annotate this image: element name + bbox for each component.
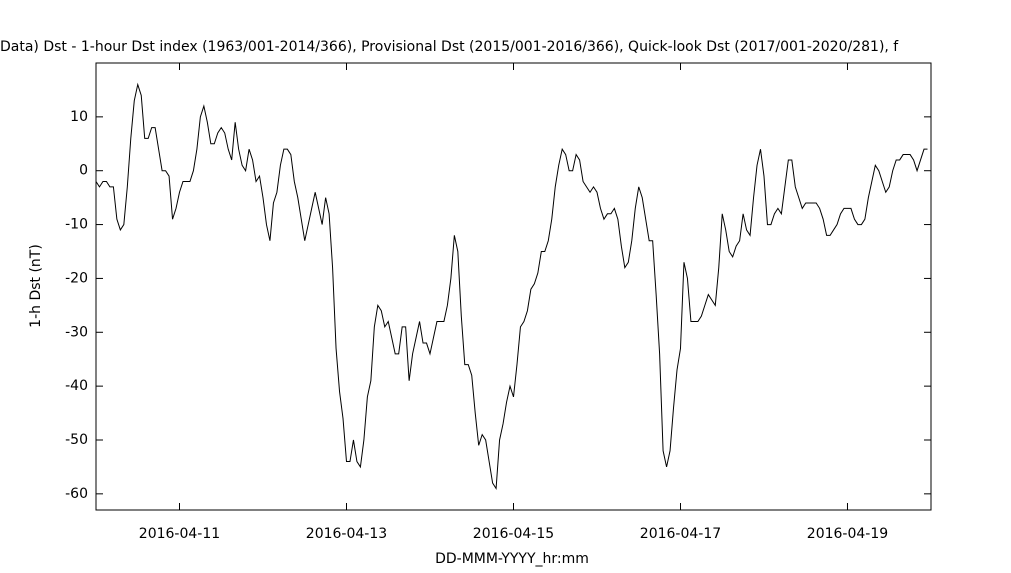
y-axis-label: 1-h Dst (nT)	[28, 244, 44, 328]
y-tick-label: -10	[65, 217, 88, 233]
y-tick-label: -30	[65, 324, 88, 340]
data-line	[95, 82, 928, 490]
x-tick-label: 2016-04-11	[139, 526, 220, 542]
y-tick-label: -60	[65, 486, 88, 502]
x-tick-label: 2016-04-19	[807, 526, 888, 542]
x-tick-label: 2016-04-17	[640, 526, 721, 542]
y-tick-label: -40	[65, 378, 88, 394]
x-tick-label: 2016-04-13	[306, 526, 387, 542]
x-axis-label: DD-MMM-YYYY_hr:mm	[435, 551, 589, 567]
y-tick-label: 0	[79, 163, 88, 179]
x-tick-label: 2016-04-15	[473, 526, 554, 542]
y-tick-label: -50	[65, 432, 88, 448]
plot-frame	[95, 62, 932, 511]
y-tick-label: 10	[70, 109, 88, 125]
chart-title: Data) Dst - 1-hour Dst index (1963/001-2…	[0, 39, 899, 55]
y-tick-label: -20	[65, 270, 88, 286]
